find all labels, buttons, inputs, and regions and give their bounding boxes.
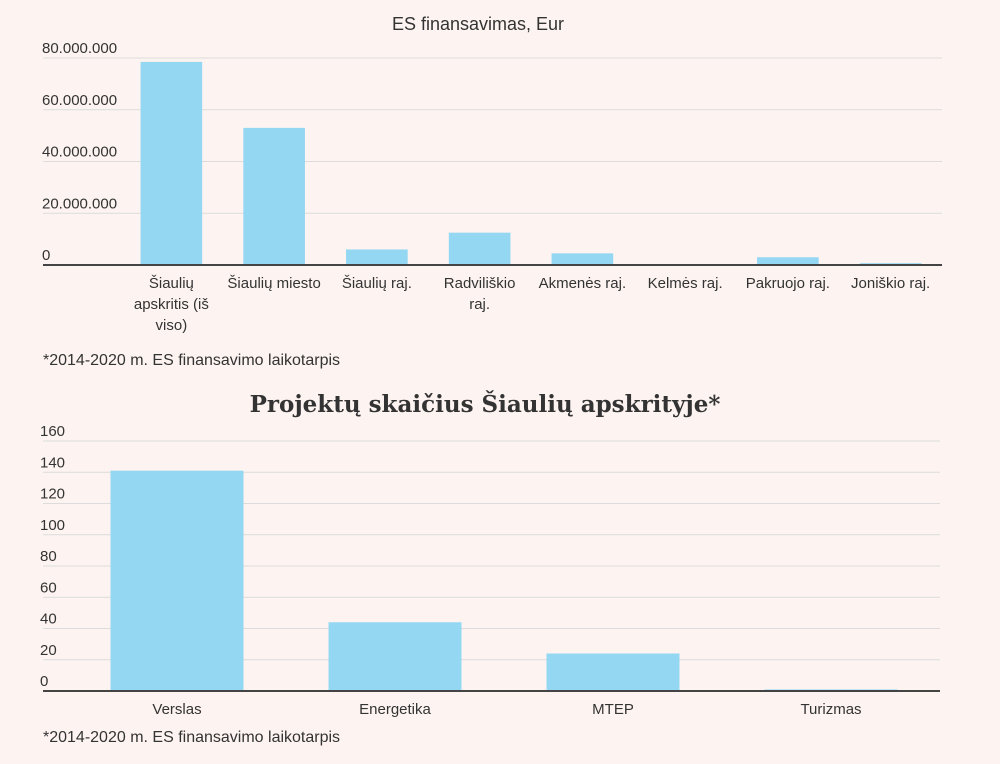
- footnote: *2014-2020 m. ES finansavimo laikotarpis: [43, 352, 341, 369]
- x-tick-label: Šiaulių miesto: [227, 275, 320, 292]
- x-tick-label: Šiaulių apskritis (iš viso): [134, 275, 209, 334]
- x-tick-label: Turizmas: [800, 701, 861, 718]
- y-tick-label: 40: [40, 611, 57, 628]
- grid: 0 20.000.000 40.000.000 60.000.000 80.000.00…: [42, 40, 942, 264]
- y-tick-label: 160: [40, 423, 65, 440]
- y-tick-label: 80.000.000: [42, 40, 117, 57]
- x-tick-label: Verslas: [152, 701, 201, 718]
- bar: [448, 232, 511, 265]
- y-tick-label: 80: [40, 548, 57, 565]
- bars: [43, 61, 942, 266]
- bar: [243, 127, 305, 265]
- y-tick-label: 60.000.000: [42, 92, 117, 109]
- y-tick-label: 140: [40, 454, 65, 471]
- x-tick-label: Joniškio raj.: [851, 275, 930, 292]
- x-tick-label: Energetika: [359, 701, 431, 718]
- x-tick-label: Pakruojo raj.: [746, 275, 830, 292]
- y-tick-label: 0: [42, 247, 50, 264]
- x-tick-label: Kelmės raj.: [648, 275, 723, 292]
- bar: [140, 61, 203, 265]
- footnote: *2014-2020 m. ES finansavimo laikotarpis: [43, 729, 341, 746]
- x-tick-label: MTEP: [592, 701, 634, 718]
- y-tick-label: 20: [40, 642, 57, 659]
- x-tick-labels: Verslas Energetika MTEP Turizmas: [152, 701, 861, 718]
- bar: [110, 470, 244, 691]
- bar: [546, 653, 680, 691]
- y-tick-label: 0: [40, 673, 48, 690]
- chart-project-count: Projektų skaičius Šiaulių apskrityje* 0 2…: [40, 391, 940, 718]
- y-tick-label: 20.000.000: [42, 195, 117, 212]
- x-tick-label: Šiaulių raj.: [342, 275, 412, 292]
- y-tick-label: 40.000.000: [42, 144, 117, 161]
- y-tick-label: 60: [40, 579, 57, 596]
- y-tick-label: 100: [40, 517, 65, 534]
- y-tick-label: 120: [40, 486, 65, 503]
- bar: [757, 257, 819, 265]
- bars: [43, 470, 940, 692]
- chart-es-funding: ES finansavimas, Eur 0 20.000.000 40.000.0…: [42, 14, 942, 334]
- bar: [551, 253, 614, 265]
- bar: [346, 249, 408, 265]
- chart-title: ES finansavimas, Eur: [392, 14, 564, 34]
- x-tick-label: Akmenės raj.: [539, 275, 627, 292]
- x-tick-label: Radviliškio raj.: [444, 275, 516, 313]
- chart-title: Projektų skaičius Šiaulių apskrityje*: [250, 391, 721, 418]
- bar: [328, 622, 462, 691]
- x-tick-labels: Šiaulių apskritis (iš viso) Šiaulių miesto Š…: [134, 275, 930, 334]
